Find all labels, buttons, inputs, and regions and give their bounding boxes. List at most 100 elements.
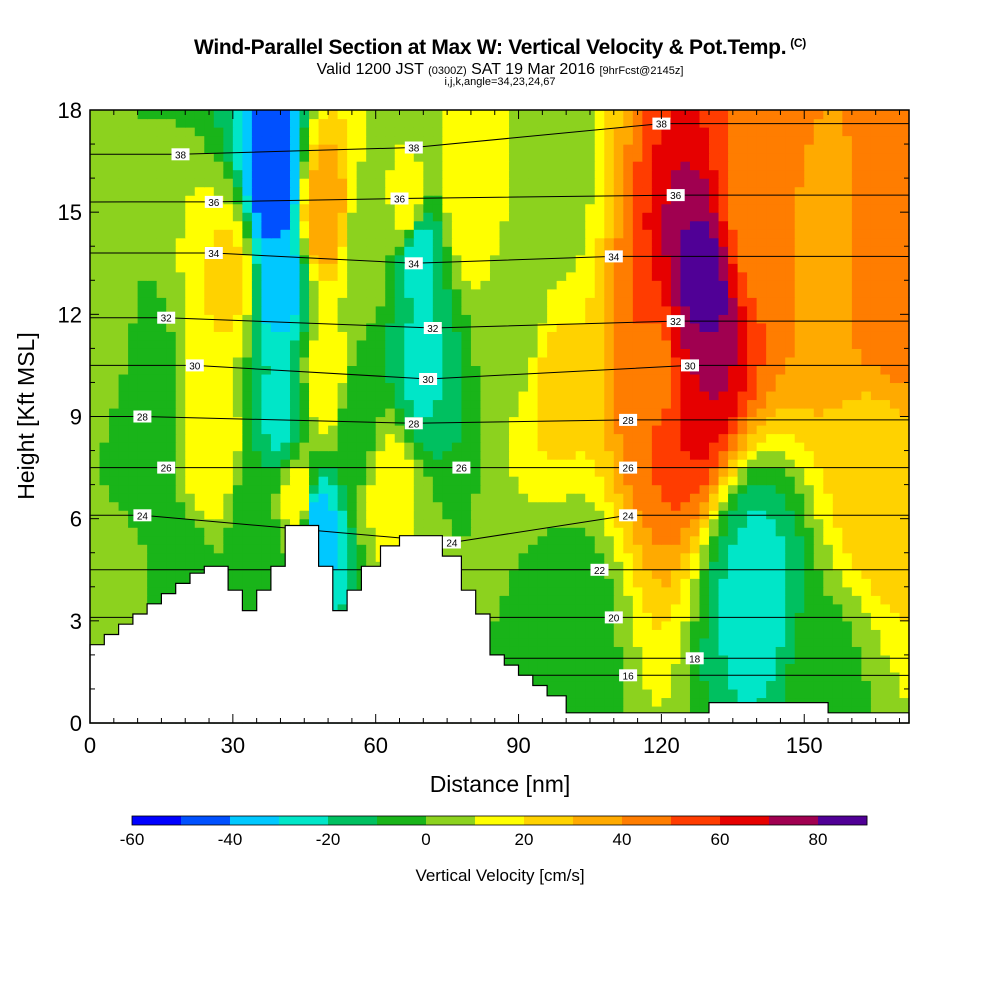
velocity-cell <box>270 476 282 486</box>
velocity-cell <box>394 229 405 239</box>
velocity-cell <box>499 442 510 452</box>
velocity-cell <box>537 569 548 579</box>
velocity-cell <box>328 373 339 384</box>
velocity-cell <box>623 680 634 690</box>
velocity-cell <box>328 280 339 290</box>
velocity-cell <box>499 425 510 435</box>
velocity-cell <box>661 356 672 367</box>
velocity-cell <box>366 314 377 324</box>
velocity-cell <box>832 339 843 349</box>
velocity-cell <box>870 569 882 579</box>
velocity-cell <box>632 382 643 392</box>
velocity-cell <box>575 297 586 307</box>
velocity-cell <box>842 365 853 375</box>
velocity-cell <box>289 467 301 477</box>
velocity-cell <box>347 263 358 273</box>
velocity-cell <box>261 382 272 392</box>
velocity-cell <box>575 263 586 273</box>
velocity-cell <box>585 246 596 256</box>
velocity-cell <box>451 476 462 486</box>
velocity-cell <box>699 561 710 571</box>
velocity-cell <box>728 671 739 682</box>
velocity-cell <box>413 382 424 392</box>
velocity-cell <box>232 331 243 341</box>
velocity-cell <box>470 552 482 562</box>
velocity-cell <box>623 578 634 588</box>
velocity-cell <box>232 407 243 418</box>
velocity-cell <box>766 416 777 426</box>
velocity-cell <box>223 365 234 375</box>
velocity-cell <box>242 399 253 409</box>
velocity-cell <box>213 407 224 418</box>
velocity-cell <box>337 399 348 409</box>
velocity-cell <box>423 246 434 256</box>
velocity-cell <box>870 527 882 537</box>
velocity-cell <box>804 305 815 315</box>
velocity-cell <box>204 518 215 528</box>
velocity-cell <box>499 527 510 537</box>
velocity-cell <box>680 603 691 613</box>
velocity-cell <box>137 501 148 511</box>
velocity-cell <box>489 322 501 332</box>
velocity-cell <box>899 603 910 613</box>
velocity-cell <box>128 510 139 520</box>
velocity-cell <box>375 263 386 273</box>
velocity-cell <box>794 510 805 520</box>
velocity-cell <box>823 450 834 460</box>
velocity-cell <box>404 297 415 307</box>
velocity-cell <box>785 297 796 307</box>
velocity-cell <box>737 467 748 477</box>
velocity-cell <box>394 484 405 494</box>
velocity-cell <box>356 356 367 367</box>
velocity-cell <box>670 637 682 647</box>
velocity-cell <box>575 382 586 392</box>
velocity-cell <box>328 305 339 315</box>
velocity-cell <box>194 373 205 384</box>
velocity-cell <box>404 510 415 520</box>
velocity-cell <box>689 535 701 545</box>
velocity-cell <box>423 450 434 460</box>
velocity-cell <box>642 595 653 605</box>
velocity-cell <box>756 476 767 486</box>
velocity-cell <box>328 501 339 511</box>
velocity-cell <box>766 646 777 656</box>
velocity-cell <box>232 339 243 349</box>
velocity-cell <box>661 433 672 443</box>
velocity-cell <box>575 246 586 256</box>
velocity-cell <box>842 390 853 401</box>
velocity-cell <box>470 356 482 367</box>
velocity-cell <box>585 612 596 622</box>
velocity-cell <box>661 527 672 537</box>
velocity-cell <box>547 484 558 494</box>
velocity-cell <box>385 331 396 341</box>
velocity-cell <box>718 305 729 315</box>
velocity-cell <box>870 288 882 298</box>
velocity-cell <box>870 382 882 392</box>
velocity-cell <box>242 288 253 298</box>
velocity-cell <box>718 620 729 630</box>
velocity-cell <box>699 390 710 401</box>
velocity-cell <box>594 433 605 443</box>
velocity-cell <box>785 246 796 256</box>
velocity-cell <box>128 399 139 409</box>
velocity-cell <box>261 280 272 290</box>
velocity-cell <box>451 356 462 367</box>
velocity-cell <box>632 697 643 707</box>
velocity-cell <box>194 425 205 435</box>
velocity-cell <box>528 544 539 554</box>
velocity-cell <box>318 484 329 494</box>
velocity-cell <box>547 578 558 588</box>
velocity-cell <box>566 348 577 358</box>
velocity-cell <box>756 595 767 605</box>
velocity-cell <box>118 280 129 290</box>
velocity-cell <box>404 493 415 503</box>
velocity-cell <box>118 518 129 528</box>
velocity-cell <box>585 297 596 307</box>
velocity-cell <box>613 450 624 460</box>
velocity-cell <box>337 339 348 349</box>
velocity-cell <box>861 314 872 324</box>
velocity-cell <box>489 280 501 290</box>
velocity-cell <box>575 433 586 443</box>
velocity-cell <box>528 629 539 639</box>
velocity-cell <box>366 305 377 315</box>
